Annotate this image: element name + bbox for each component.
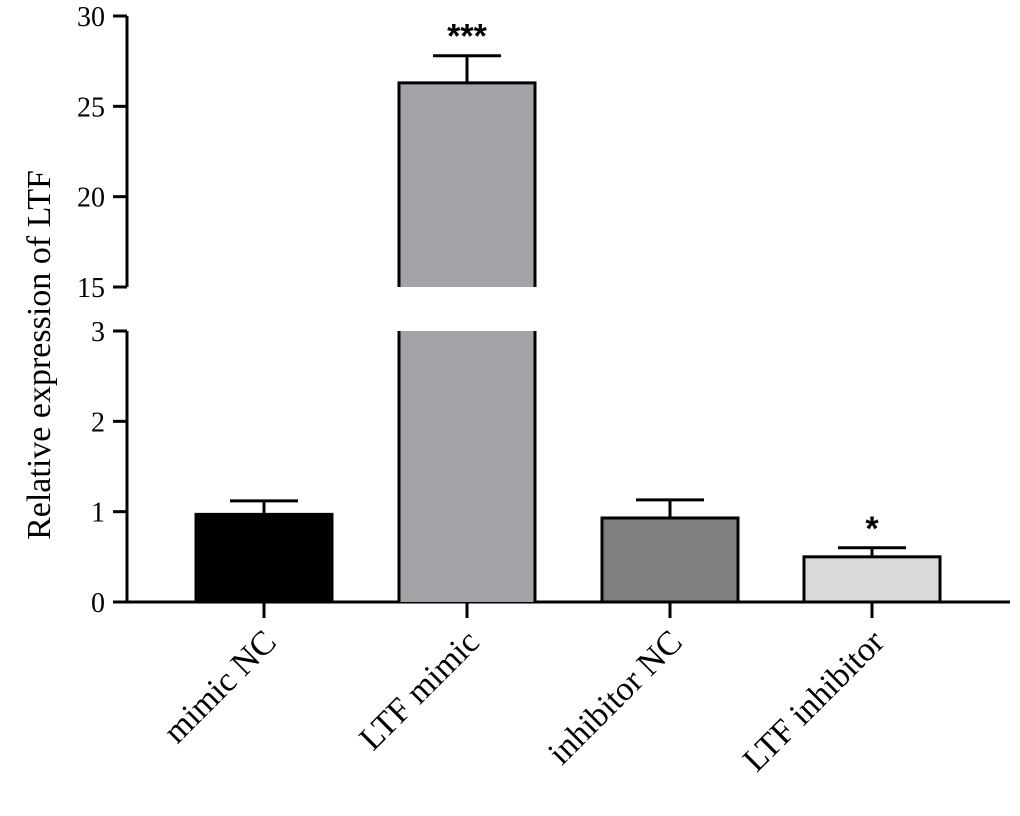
y-tick-label: 3 [91,317,105,348]
bars: **** [194,18,942,618]
y-tick-label: 20 [77,183,105,214]
bar-upper-segment [399,82,535,287]
x-tick-label: mimic NC [157,623,284,750]
category-labels: mimic NC LTF mimic inhibitor NC LTF inhibit… [157,623,892,779]
y-tick-label: 25 [77,92,105,123]
bar [600,516,740,604]
bar-lower-edges [397,331,537,602]
y-tick-label: 0 [91,588,105,619]
x-tick-label: inhibitor NC [541,623,689,771]
bar-upper-edges [397,81,537,287]
significance-label: * [865,510,879,548]
y-tick-label: 1 [91,498,105,529]
bar-lower-segment [399,331,535,602]
y-axis-label: Relative expression of LTF [21,170,58,540]
bar [802,555,942,604]
y-tick-label: 15 [77,273,105,304]
bar [194,512,334,604]
y-tick-label: 30 [77,2,105,33]
x-tick-label: LTF inhibitor [736,623,892,779]
y-tick-label: 2 [91,407,105,438]
x-tick-label: LTF mimic [353,623,487,757]
significance-label: *** [447,18,487,56]
